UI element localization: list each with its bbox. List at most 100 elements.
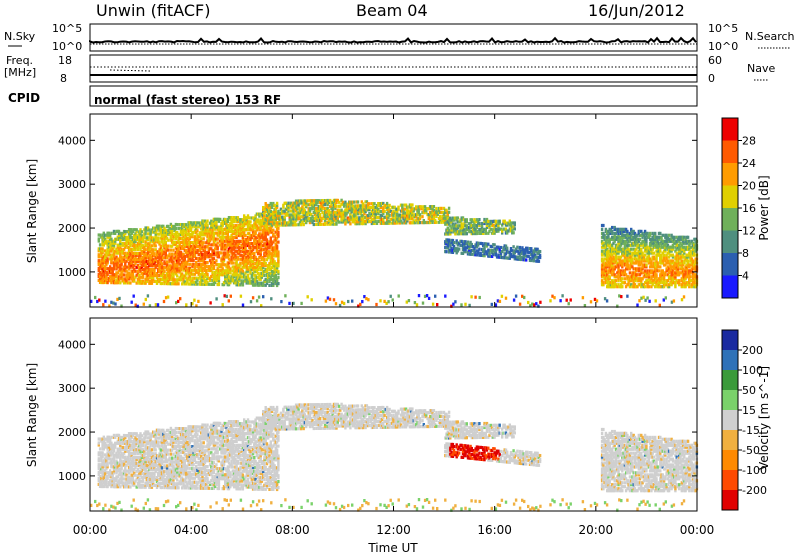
power-cell	[188, 266, 191, 270]
power-cell	[263, 224, 266, 228]
power-cell	[489, 227, 492, 231]
power-cell	[127, 234, 131, 238]
power-cell	[109, 279, 112, 283]
power-cell	[114, 261, 117, 265]
power-cell	[640, 247, 643, 251]
power-cell	[106, 231, 109, 235]
power-cell	[210, 221, 213, 225]
power-cell	[159, 256, 162, 260]
power-cell	[112, 267, 116, 271]
power-cell	[264, 279, 267, 283]
power-cell	[246, 267, 250, 271]
power-cell	[256, 263, 260, 267]
power-cell	[102, 267, 105, 271]
power-cell	[274, 246, 277, 250]
power-cell	[133, 269, 136, 273]
power-cell	[221, 259, 224, 263]
power-cell	[277, 226, 280, 230]
power-cell	[231, 273, 234, 277]
power-cell	[105, 275, 108, 279]
power-cell	[251, 277, 255, 281]
power-cell	[272, 254, 275, 258]
power-cell	[134, 247, 137, 252]
power-cell	[127, 261, 131, 265]
power-cell	[244, 271, 247, 275]
power-cell	[238, 265, 241, 269]
power-cell	[154, 244, 157, 248]
power-cell	[125, 237, 128, 242]
power-cell	[192, 248, 195, 253]
power-cell	[203, 255, 207, 259]
power-cell	[115, 237, 118, 241]
power-cell	[189, 270, 193, 274]
power-cell	[120, 255, 123, 259]
power-cell	[260, 248, 264, 252]
power-cell	[127, 263, 131, 267]
power-cell	[272, 283, 275, 287]
power-cell	[105, 261, 108, 265]
power-cell	[145, 256, 148, 260]
power-cell	[164, 240, 167, 244]
power-cell	[184, 264, 188, 268]
power-cell	[148, 242, 151, 246]
power-cell	[117, 235, 121, 239]
power-cell	[195, 280, 198, 284]
power-cell	[224, 243, 227, 247]
power-cell	[130, 232, 133, 236]
power-cell	[245, 277, 248, 281]
power-cell	[269, 240, 272, 244]
power-cell	[181, 262, 184, 266]
power-cell	[238, 251, 241, 255]
power-cell	[265, 269, 269, 274]
power-cell	[186, 227, 189, 231]
power-cell	[250, 265, 253, 269]
power-cell	[184, 231, 188, 235]
power-cell	[170, 256, 174, 260]
power-cell	[184, 233, 188, 237]
power-cell	[294, 223, 298, 227]
power-cell	[192, 252, 195, 257]
power-cell	[202, 262, 205, 267]
power-cell	[129, 241, 132, 246]
power-cell	[187, 266, 190, 270]
power-cell	[107, 279, 111, 283]
power-cell	[275, 201, 279, 205]
power-cell	[167, 266, 170, 270]
power-cell	[217, 255, 221, 259]
power-cell	[102, 257, 105, 261]
power-cell	[207, 251, 210, 255]
power-cell	[119, 249, 122, 253]
power-cell	[176, 282, 179, 286]
power-cell	[239, 239, 242, 243]
power-cell	[105, 279, 108, 283]
power-cell	[217, 229, 221, 233]
power-cell	[181, 240, 184, 244]
power-cell	[236, 249, 240, 253]
power-cell	[184, 225, 188, 229]
power-cell	[227, 227, 231, 231]
power-cell	[661, 233, 664, 237]
power-cell	[110, 275, 113, 279]
power-cell	[193, 245, 197, 249]
power-cell	[133, 251, 136, 255]
power-cell	[157, 277, 160, 282]
power-cell	[207, 249, 210, 253]
power-cell	[117, 229, 121, 233]
power-cell	[222, 257, 226, 261]
power-cell	[210, 282, 213, 286]
power-cell	[181, 225, 184, 229]
beam-title: Beam 04	[356, 1, 428, 20]
power-cell	[126, 255, 130, 259]
power-cell	[150, 262, 154, 266]
power-cell	[260, 271, 264, 275]
power-cell	[221, 219, 224, 223]
power-cell	[195, 276, 198, 280]
power-cell	[236, 243, 240, 247]
power-cell	[254, 279, 257, 283]
power-cell	[119, 253, 122, 257]
power-cell	[187, 272, 190, 276]
power-cell	[244, 251, 247, 255]
power-cell	[153, 238, 156, 242]
power-cell	[215, 221, 218, 225]
power-cell	[272, 262, 275, 266]
